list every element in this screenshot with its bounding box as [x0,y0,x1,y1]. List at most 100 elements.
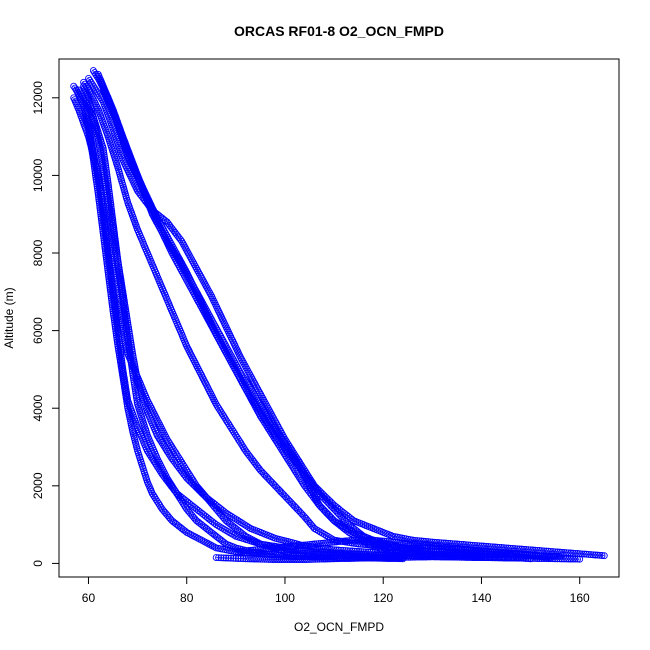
data-point [107,210,115,218]
data-point [326,539,334,546]
data-point [507,550,515,558]
data-point [417,541,425,549]
data-point [228,530,236,538]
data-point [109,288,117,296]
data-point [455,545,462,552]
data-point [71,84,79,92]
data-point [106,264,114,272]
data-point [348,547,356,555]
data-point [105,201,113,209]
data-point [199,305,206,313]
data-point [361,536,369,544]
y-tick-label: 12000 [31,81,45,115]
x-tick-label: 80 [180,591,194,605]
data-point [262,545,270,553]
data-point [413,553,421,561]
data-point [150,492,158,499]
data-point [105,258,113,266]
data-point [98,197,106,205]
data-point [317,548,325,556]
data-point [161,444,169,452]
data-point [204,286,212,294]
data-point [300,541,307,549]
data-point [308,540,316,548]
data-point [116,346,124,354]
data-point [462,553,470,561]
data-point [244,367,252,375]
data-point [487,548,495,556]
data-point [123,392,131,400]
data-point [420,537,428,545]
data-point [332,546,340,554]
data-point [101,177,109,185]
data-point [356,554,364,562]
data-point [448,544,456,552]
data-point [527,552,535,560]
data-point [498,544,506,551]
data-point [276,544,283,551]
data-point [254,546,262,554]
data-point [224,510,232,518]
x-tick-label: 160 [570,591,590,605]
data-point [551,548,559,556]
data-point [97,191,105,199]
data-point [270,430,278,438]
data-point [389,538,397,546]
data-point [241,383,249,391]
data-point [328,546,336,554]
data-point [143,447,151,455]
data-point [433,553,441,561]
data-point [73,88,81,96]
data-point [110,296,118,304]
data-point [330,546,338,554]
data-point [220,554,228,562]
data-point [250,379,258,387]
data-point [163,435,171,443]
data-point [266,422,273,430]
data-point [207,541,215,549]
data-point [310,525,318,532]
data-point [247,546,255,554]
data-point [387,554,395,562]
data-point [222,554,230,562]
data-point [217,554,225,562]
data-point [222,526,230,534]
data-point [107,215,115,223]
data-point [302,541,310,549]
data-point [337,546,345,554]
data-point [426,538,434,546]
data-point [402,553,410,561]
data-point [493,543,501,551]
data-point [160,442,168,450]
data-point [125,323,132,331]
data-point [114,325,122,332]
data-point [220,412,228,420]
data-point [116,342,124,350]
data-point [298,478,306,486]
data-point [367,554,375,562]
data-point [415,541,423,549]
data-point [556,555,564,563]
data-point [496,549,504,557]
data-point [228,513,236,521]
data-point [491,543,499,551]
y-tick-label: 6000 [31,317,45,344]
data-point [150,458,158,466]
data-point [596,551,604,559]
data-point [444,544,452,551]
data-point [281,548,289,556]
data-point [212,554,220,562]
data-point [109,228,117,236]
data-point [580,550,588,558]
data-point [431,542,438,550]
data-point [109,224,117,231]
y-tick-label: 4000 [31,395,45,422]
data-point [465,546,473,554]
data-point [505,550,513,557]
data-point [289,542,297,550]
data-point [156,467,164,475]
data-point [151,494,159,501]
x-axis-label: O2_OCN_FMPD [294,620,384,634]
data-point [457,553,465,561]
data-point [163,448,171,455]
